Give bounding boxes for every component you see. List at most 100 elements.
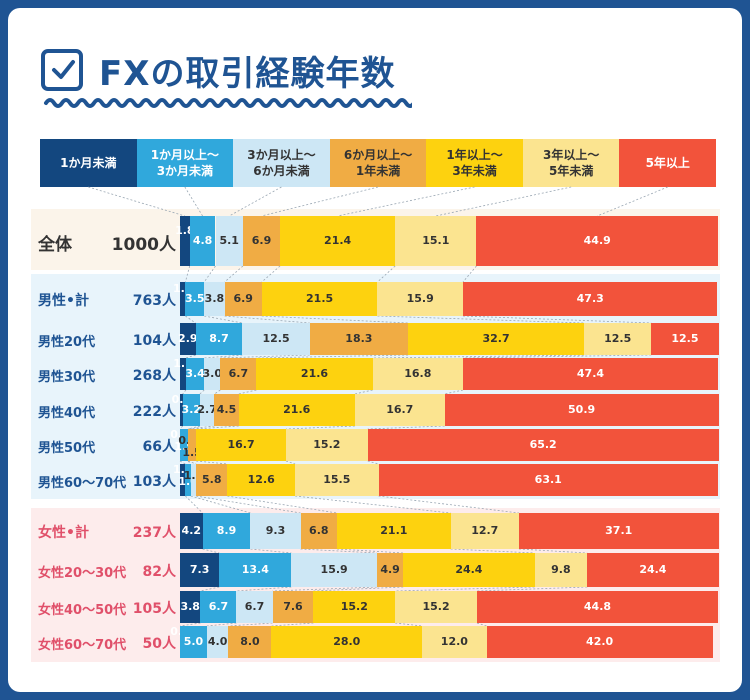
connector-line (202, 548, 220, 554)
connector-line (261, 315, 409, 324)
bar-value-label: 3.8 (204, 292, 225, 305)
bar-segment (408, 323, 585, 355)
row-count: 268人 (132, 367, 176, 384)
bar-value-label: 37.1 (605, 524, 633, 537)
connector-line (261, 265, 281, 283)
bar-value-label: 6.7 (244, 600, 265, 613)
row-label: 男性50代 (38, 440, 96, 456)
bar-value-label: 7.3 (189, 563, 210, 576)
connector-line (372, 354, 585, 359)
connector-line (196, 425, 239, 430)
row-label: 男性30代 (38, 369, 96, 385)
bar-value-label: 21.4 (324, 234, 352, 247)
bar-value-label: 2.7 (197, 403, 217, 416)
bar-segment (395, 216, 477, 266)
title-area: FXの取引経験年数 (41, 45, 395, 95)
bar-segment (196, 429, 286, 461)
bar-segment (227, 464, 296, 496)
bar-value-label: 3.4 (185, 367, 205, 380)
bar-segment (261, 282, 378, 316)
bar-value-label: 24.4 (455, 563, 483, 576)
bar-segment (185, 464, 191, 496)
bar-value-label: 16.8 (404, 367, 432, 380)
bar-value-label: 15.9 (320, 563, 348, 576)
bar-segment (180, 626, 207, 658)
bar-segment (242, 323, 310, 355)
connector-line (395, 586, 535, 592)
bar-segment (300, 513, 338, 549)
bar-segment (180, 591, 201, 623)
bar-value-label: 28.0 (333, 635, 361, 648)
bar-value-label: 4.5 (216, 403, 237, 416)
connector-line (184, 186, 203, 217)
row-label: 男性40代 (38, 405, 96, 421)
bar-value-label: 65.2 (529, 438, 557, 451)
connector-line (367, 460, 379, 465)
bar-value-label: 8.0 (240, 635, 260, 648)
connector-line (184, 265, 191, 283)
bar-value-label: 12.5 (262, 332, 290, 345)
row-count: 222人 (132, 403, 176, 420)
row-label: 男性20代 (38, 334, 96, 350)
bar-value-label: 16.7 (386, 403, 414, 416)
bar-value-label: 4.2 (181, 524, 202, 537)
bar-segment (224, 282, 262, 316)
connector-line (367, 425, 445, 430)
bar-segment (450, 513, 519, 549)
checkbox-icon (41, 49, 83, 91)
connector-line (378, 495, 519, 514)
connector-line (285, 425, 355, 430)
connector-line (462, 315, 652, 324)
bar-value-label: 42.0 (586, 635, 614, 648)
connector-line (203, 265, 216, 283)
connector-line (377, 315, 585, 324)
bar-segment (256, 358, 373, 390)
bar-value-label: 3.5 (185, 292, 205, 305)
bar-value-label: 6.9 (251, 234, 272, 247)
bar-segment (295, 464, 379, 496)
row-count: 50人 (142, 635, 176, 652)
bar-segment (376, 553, 404, 587)
bar-value-label: 3.8 (180, 600, 200, 613)
connector-line (214, 389, 221, 395)
bar-segment (272, 591, 314, 623)
bar-value-label: 63.1 (534, 473, 562, 486)
bar-segment (309, 323, 409, 355)
connector-line (179, 425, 183, 430)
bar-segment (196, 464, 228, 496)
connector-line (224, 265, 244, 283)
bar-segment (422, 626, 487, 658)
bar-segment (182, 394, 200, 426)
page-title: FXの取引経験年数 (99, 53, 396, 94)
connector-line (199, 389, 205, 395)
connector-line (179, 622, 201, 627)
connector-line (200, 586, 220, 592)
row-label: 全体 (38, 234, 72, 255)
bar-segment (395, 591, 477, 623)
bar-value-label: 32.7 (482, 332, 510, 345)
connector-line (395, 622, 423, 627)
row-label: 女性20〜30代 (38, 565, 127, 581)
bar-value-label: 9.3 (265, 524, 286, 537)
connector-line (220, 354, 310, 359)
bar-segment (215, 216, 243, 266)
row-label: 男性60〜70代 (38, 475, 127, 491)
legend-item: 5年以上 (619, 139, 717, 187)
bar-value-label: 15.9 (406, 292, 434, 305)
bar-segment (180, 429, 189, 461)
bar-segment (214, 394, 239, 426)
bar-segment (462, 358, 718, 390)
connector-line (377, 265, 396, 283)
bar-value-label: 6.9 (233, 292, 253, 305)
connector-line (196, 495, 301, 514)
bar-value-label: 4.9 (380, 563, 400, 576)
bar-segment (219, 553, 292, 587)
bar-value-label: 16.7 (227, 438, 255, 451)
bar-segment (204, 282, 225, 316)
bar-value-label: 15.2 (422, 600, 450, 613)
bar-value-label: 7.6 (283, 600, 303, 613)
bar-value-label: 5.0 (183, 635, 204, 648)
bar-segment (180, 282, 186, 316)
connector-line (185, 315, 196, 324)
legend-item: 1年以上〜 3年未満 (426, 139, 523, 187)
